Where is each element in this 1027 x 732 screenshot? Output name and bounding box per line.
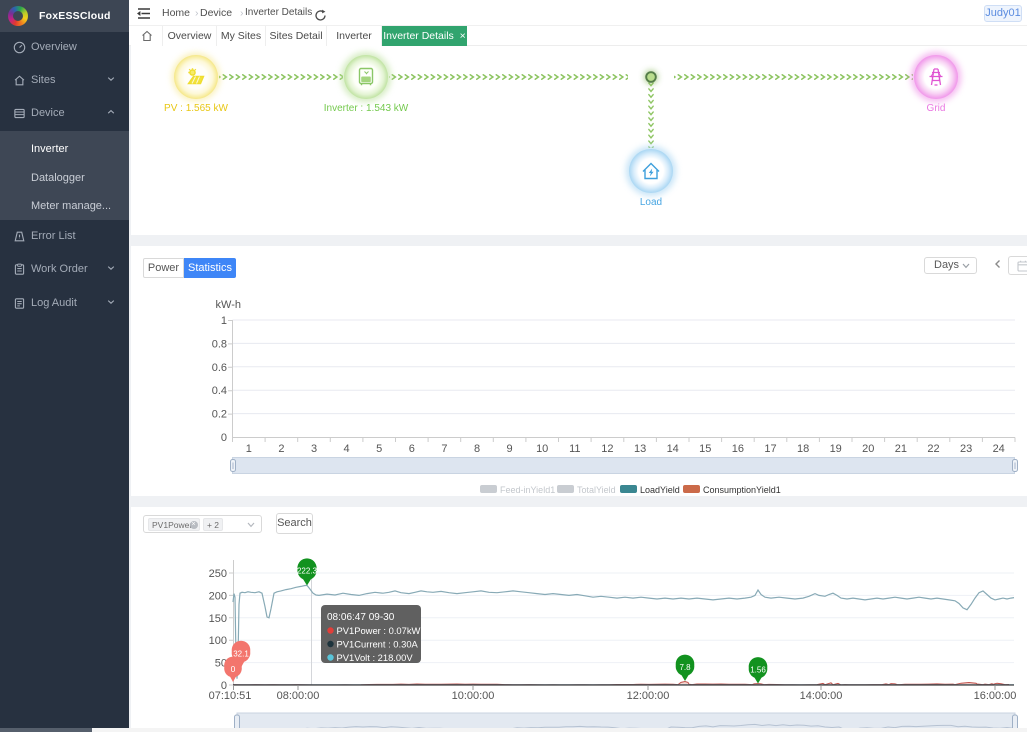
svg-text:11: 11 <box>569 443 580 455</box>
svg-text:32.1: 32.1 <box>233 649 249 658</box>
svg-text:0: 0 <box>221 680 227 692</box>
svg-text:20: 20 <box>862 443 874 455</box>
svg-text:19: 19 <box>830 443 842 455</box>
svg-text:0: 0 <box>221 432 227 444</box>
svg-text:12:00:00: 12:00:00 <box>627 690 670 702</box>
svg-text:5: 5 <box>376 443 382 455</box>
svg-text:0.6: 0.6 <box>212 362 227 374</box>
svg-text:100: 100 <box>209 635 227 647</box>
svg-text:24: 24 <box>993 443 1005 455</box>
svg-text:16:00:00: 16:00:00 <box>974 690 1017 702</box>
svg-text:1: 1 <box>246 443 252 455</box>
svg-text:PV : 1.565 kW: PV : 1.565 kW <box>164 103 228 114</box>
svg-text:14: 14 <box>667 443 679 455</box>
svg-text:1: 1 <box>221 315 227 327</box>
svg-text:TotalYield: TotalYield <box>577 485 616 495</box>
svg-text:7.8: 7.8 <box>679 663 691 672</box>
svg-text:3: 3 <box>311 443 317 455</box>
svg-text:Load: Load <box>640 197 662 208</box>
svg-text:21: 21 <box>895 443 907 455</box>
svg-text:PV1Current : 0.30A: PV1Current : 0.30A <box>337 639 419 650</box>
svg-text:17: 17 <box>764 443 776 455</box>
svg-text:PV1Volt : 218.00V: PV1Volt : 218.00V <box>337 652 414 663</box>
svg-text:10:00:00: 10:00:00 <box>452 690 495 702</box>
svg-text:08:06:47 09-30: 08:06:47 09-30 <box>327 612 395 623</box>
svg-text:ConsumptionYield1: ConsumptionYield1 <box>703 485 781 495</box>
svg-text:200: 200 <box>209 590 227 602</box>
svg-text:150: 150 <box>209 613 227 625</box>
svg-text:14:00:00: 14:00:00 <box>800 690 843 702</box>
svg-text:9: 9 <box>507 443 513 455</box>
svg-text:2: 2 <box>278 443 284 455</box>
svg-text:16: 16 <box>732 443 744 455</box>
svg-text:250: 250 <box>209 568 227 580</box>
svg-text:0.8: 0.8 <box>212 338 227 350</box>
svg-text:13: 13 <box>634 443 646 455</box>
svg-text:6: 6 <box>409 443 415 455</box>
svg-text:12: 12 <box>601 443 613 455</box>
svg-text:PV1Power : 0.07kW: PV1Power : 0.07kW <box>337 625 421 636</box>
svg-text:Feed-inYield1: Feed-inYield1 <box>500 485 555 495</box>
svg-text:18: 18 <box>797 443 809 455</box>
svg-text:7: 7 <box>441 443 447 455</box>
svg-text:10: 10 <box>536 443 548 455</box>
svg-text:50: 50 <box>215 658 227 670</box>
svg-text:1.56: 1.56 <box>750 665 766 674</box>
svg-text:kW-h: kW-h <box>216 299 241 311</box>
svg-text:0.2: 0.2 <box>212 409 227 421</box>
svg-text:0: 0 <box>231 664 236 674</box>
svg-text:0.4: 0.4 <box>212 385 227 397</box>
svg-text:15: 15 <box>699 443 711 455</box>
svg-text:23: 23 <box>960 443 972 455</box>
svg-text:LoadYield: LoadYield <box>640 485 680 495</box>
svg-text:8: 8 <box>474 443 480 455</box>
svg-text:08:00:00: 08:00:00 <box>277 690 320 702</box>
svg-text:22: 22 <box>927 443 939 455</box>
svg-text:222.3: 222.3 <box>297 567 318 576</box>
svg-text:4: 4 <box>344 443 350 455</box>
svg-text:Inverter : 1.543 kW: Inverter : 1.543 kW <box>324 103 409 114</box>
svg-text:Grid: Grid <box>927 103 946 114</box>
svg-text:07:10:51: 07:10:51 <box>209 690 252 702</box>
